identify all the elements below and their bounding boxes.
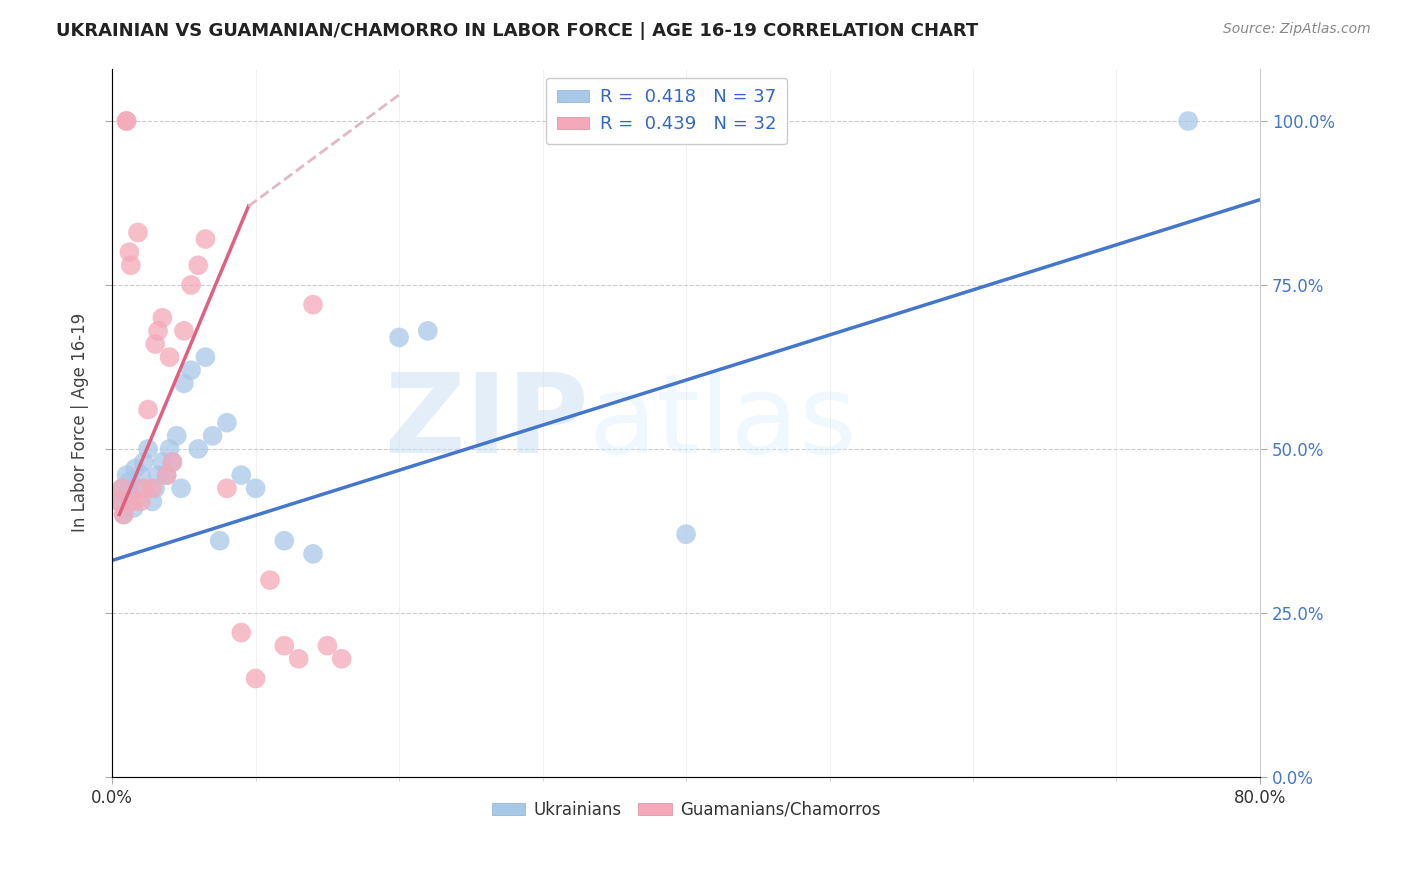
- Text: UKRAINIAN VS GUAMANIAN/CHAMORRO IN LABOR FORCE | AGE 16-19 CORRELATION CHART: UKRAINIAN VS GUAMANIAN/CHAMORRO IN LABOR…: [56, 22, 979, 40]
- Point: [115, 114, 138, 128]
- Point: [162, 455, 184, 469]
- Legend: Ukrainians, Guamanians/Chamorros: Ukrainians, Guamanians/Chamorros: [485, 794, 887, 825]
- Point: [143, 481, 166, 495]
- Point: [115, 114, 138, 128]
- Point: [136, 402, 159, 417]
- Point: [108, 494, 131, 508]
- Point: [132, 455, 155, 469]
- Point: [150, 455, 173, 469]
- Point: [112, 508, 135, 522]
- Point: [1177, 114, 1199, 128]
- Text: atlas: atlas: [589, 369, 858, 476]
- Point: [287, 652, 309, 666]
- Point: [187, 442, 209, 456]
- Point: [302, 547, 325, 561]
- Point: [173, 324, 195, 338]
- Point: [108, 494, 131, 508]
- Point: [330, 652, 353, 666]
- Point: [273, 639, 295, 653]
- Point: [129, 468, 152, 483]
- Point: [136, 442, 159, 456]
- Point: [194, 350, 217, 364]
- Point: [159, 442, 181, 456]
- Point: [245, 672, 267, 686]
- Point: [132, 481, 155, 495]
- Point: [187, 258, 209, 272]
- Point: [245, 481, 267, 495]
- Point: [156, 468, 179, 483]
- Y-axis label: In Labor Force | Age 16-19: In Labor Force | Age 16-19: [72, 313, 89, 533]
- Point: [120, 258, 142, 272]
- Point: [127, 481, 149, 495]
- Point: [115, 488, 138, 502]
- Point: [302, 298, 325, 312]
- Point: [118, 475, 141, 489]
- Point: [231, 625, 253, 640]
- Point: [215, 481, 238, 495]
- Point: [162, 455, 184, 469]
- Point: [141, 494, 163, 508]
- Point: [231, 468, 253, 483]
- Point: [259, 573, 281, 587]
- Point: [111, 481, 134, 495]
- Point: [146, 324, 169, 338]
- Point: [316, 639, 339, 653]
- Point: [166, 429, 188, 443]
- Point: [127, 226, 149, 240]
- Point: [180, 363, 202, 377]
- Point: [150, 310, 173, 325]
- Point: [416, 324, 439, 338]
- Point: [118, 245, 141, 260]
- Point: [115, 468, 138, 483]
- Point: [129, 494, 152, 508]
- Point: [120, 488, 142, 502]
- Point: [146, 468, 169, 483]
- Point: [143, 337, 166, 351]
- Point: [194, 232, 217, 246]
- Text: Source: ZipAtlas.com: Source: ZipAtlas.com: [1223, 22, 1371, 37]
- Point: [111, 481, 134, 495]
- Point: [201, 429, 224, 443]
- Point: [388, 330, 411, 344]
- Point: [208, 533, 231, 548]
- Point: [273, 533, 295, 548]
- Point: [675, 527, 697, 541]
- Point: [173, 376, 195, 391]
- Point: [170, 481, 193, 495]
- Point: [124, 461, 146, 475]
- Point: [180, 277, 202, 292]
- Point: [156, 468, 179, 483]
- Point: [122, 494, 145, 508]
- Text: ZIP: ZIP: [385, 369, 589, 476]
- Point: [141, 481, 163, 495]
- Point: [215, 416, 238, 430]
- Point: [112, 508, 135, 522]
- Point: [159, 350, 181, 364]
- Point: [122, 500, 145, 515]
